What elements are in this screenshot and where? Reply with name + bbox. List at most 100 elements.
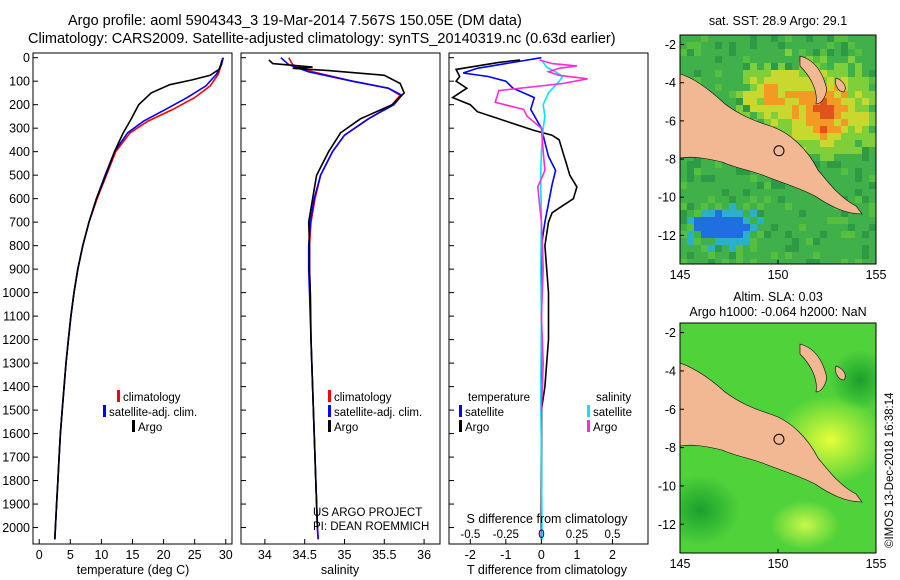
- sst-cell: [694, 168, 701, 175]
- sst-cell: [687, 175, 694, 182]
- sst-cell: [799, 140, 806, 147]
- sst-cell: [722, 189, 729, 196]
- sst-cell: [848, 91, 855, 98]
- depth-tick-label: 2000: [2, 521, 30, 535]
- depth-tick-label: 800: [9, 239, 30, 253]
- sst-cell: [764, 84, 771, 91]
- sst-cell: [841, 49, 848, 56]
- sst-cell: [785, 119, 792, 126]
- sst-cell: [785, 252, 792, 259]
- sst-cell: [862, 126, 869, 133]
- sst-cell: [778, 112, 785, 119]
- sst-cell: [687, 161, 694, 168]
- sst-cell: [813, 56, 820, 63]
- sst-cell: [778, 98, 785, 105]
- sst-cell: [855, 168, 862, 175]
- temperature-panel-frame: [32, 52, 233, 545]
- sla-argo-position-marker: [773, 433, 785, 445]
- sst-cell: [778, 42, 785, 49]
- sst-cell: [834, 91, 841, 98]
- sst-cell: [792, 119, 799, 126]
- title-line-2: Climatology: CARS2009. Satellite-adjuste…: [28, 31, 616, 47]
- sst-cell: [820, 56, 827, 63]
- sst-cell: [841, 70, 848, 77]
- sst-cell: [750, 63, 757, 70]
- sst-cell: [743, 105, 750, 112]
- sst-cell: [869, 210, 876, 217]
- map-x-tick-label: 145: [670, 557, 691, 571]
- sst-cell: [743, 63, 750, 70]
- sst-cell: [785, 84, 792, 91]
- sst-cell: [736, 168, 743, 175]
- sst-cell: [792, 91, 799, 98]
- legend-swatch-argo: [328, 420, 331, 432]
- sst-cell: [708, 245, 715, 252]
- sst-cell: [869, 70, 876, 77]
- sst-cell: [848, 224, 855, 231]
- sst-cell: [750, 259, 757, 264]
- legend-swatch-argo: [132, 420, 135, 432]
- sst-cell: [862, 105, 869, 112]
- sst-cell: [820, 105, 827, 112]
- sst-cell: [841, 147, 848, 154]
- salinity-axis-label: salinity: [321, 563, 360, 577]
- sst-cell: [757, 112, 764, 119]
- sst-cell: [736, 245, 743, 252]
- sst-cell: [806, 35, 813, 42]
- sst-cell: [792, 98, 799, 105]
- sst-cell: [848, 56, 855, 63]
- sst-cell: [680, 203, 687, 210]
- sst-cell: [827, 91, 834, 98]
- sst-cell: [785, 91, 792, 98]
- legend-swatch-t-argo: [459, 420, 462, 432]
- temperature-legend: climatology satellite-adj. clim. Argo: [103, 390, 197, 434]
- sst-cell: [799, 98, 806, 105]
- sst-cell: [855, 98, 862, 105]
- sst-cell: [771, 35, 778, 42]
- x-tick-label: 10: [94, 548, 108, 562]
- sst-cell: [813, 105, 820, 112]
- sst-cell: [806, 119, 813, 126]
- map-y-tick-label: -10: [658, 479, 676, 493]
- sst-cell: [778, 70, 785, 77]
- legend-swatch-climatology: [117, 390, 120, 402]
- sst-cell: [687, 42, 694, 49]
- difference-series: [450, 56, 588, 540]
- sst-cell: [771, 252, 778, 259]
- sst-cell: [813, 112, 820, 119]
- sst-cell: [806, 77, 813, 84]
- sst-cell: [764, 70, 771, 77]
- sst-cell: [827, 154, 834, 161]
- sst-cell: [757, 77, 764, 84]
- sst-cell: [771, 84, 778, 91]
- x-tick-label: 15: [126, 548, 140, 562]
- x-tick-label: 20: [157, 548, 171, 562]
- sst-cell: [792, 77, 799, 84]
- sst-cell: [715, 70, 722, 77]
- sst-landmass-island: [835, 77, 846, 93]
- sst-cell: [827, 77, 834, 84]
- sst-cell: [813, 133, 820, 140]
- sst-cell: [764, 91, 771, 98]
- x-tick-label: 36: [417, 548, 431, 562]
- sst-cell: [799, 49, 806, 56]
- sst-cell: [806, 126, 813, 133]
- sst-cell: [855, 133, 862, 140]
- sst-cell: [736, 252, 743, 259]
- sst-cell: [743, 112, 750, 119]
- sst-cell: [862, 231, 869, 238]
- sst-cell: [869, 203, 876, 210]
- map-y-tick-label: -2: [665, 326, 676, 340]
- sst-cell: [862, 91, 869, 98]
- sst-cell: [792, 245, 799, 252]
- sst-cell: [785, 105, 792, 112]
- sst-cell: [841, 259, 848, 264]
- depth-tick-label: 300: [9, 122, 30, 136]
- sst-cell: [813, 259, 820, 264]
- sst-cell: [764, 196, 771, 203]
- legend-title-temperature: temperature: [468, 392, 530, 404]
- sst-cell: [834, 119, 841, 126]
- sst-cell: [750, 98, 757, 105]
- sst-cell: [701, 224, 708, 231]
- sst-cell: [820, 133, 827, 140]
